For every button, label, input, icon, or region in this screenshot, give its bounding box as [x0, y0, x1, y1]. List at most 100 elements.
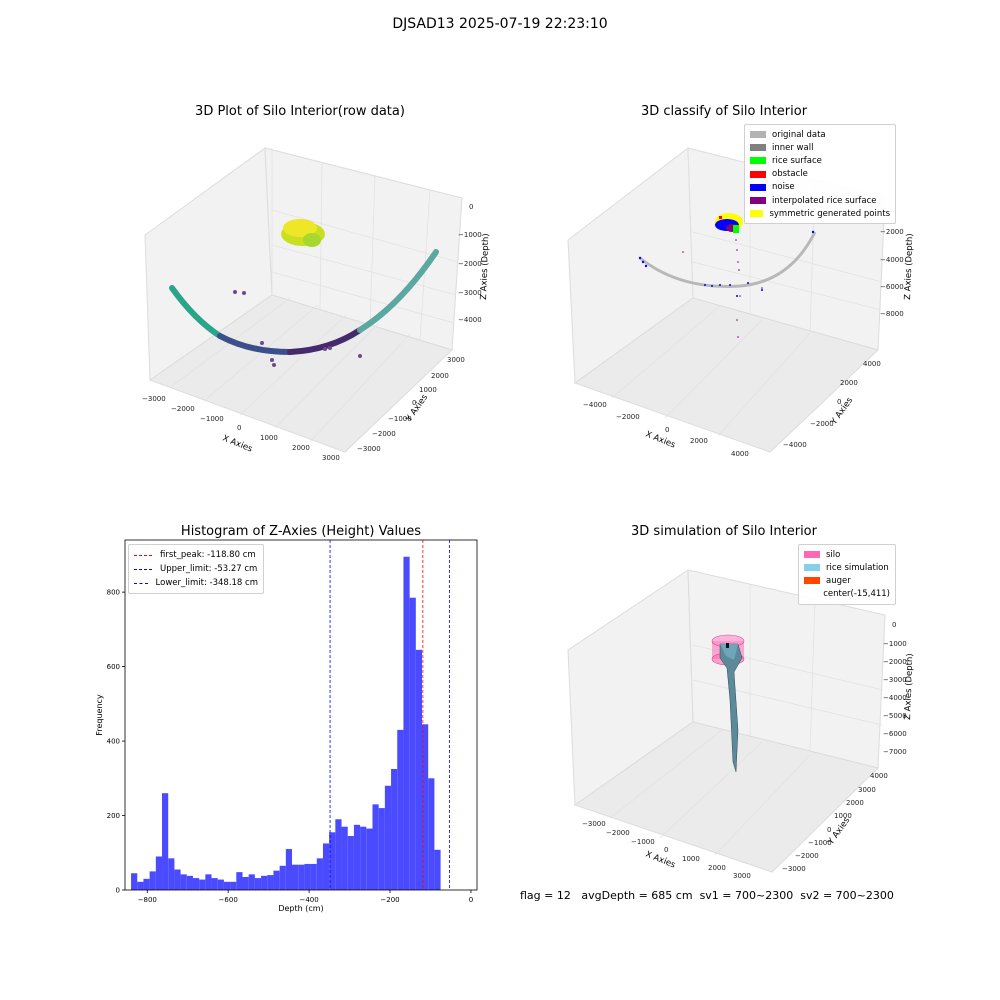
status-footer: flag = 12 avgDepth = 685 cm sv1 = 700~23… — [520, 889, 894, 902]
panel2-ytick: 2000 — [840, 379, 858, 387]
panel4-ztick: 0 — [892, 621, 896, 629]
legend-item: symmetric generated points — [750, 207, 890, 220]
x-tick-label: −400 — [299, 896, 318, 904]
histogram-bar — [168, 858, 175, 890]
legend-line — [134, 582, 148, 584]
legend-swatch — [750, 144, 766, 152]
legend-label: first_peak: -118.80 cm — [160, 550, 256, 560]
panel1-3d-plot: −3000 −2000 −1000 0 1000 2000 3000 −3000… — [142, 147, 491, 462]
histogram-bar — [217, 879, 224, 890]
histogram-bar — [149, 871, 156, 890]
histogram-bar — [322, 843, 330, 890]
panel1-xtick: −3000 — [142, 395, 166, 403]
panel1-wall-arc — [169, 249, 439, 355]
legend-item: silo — [804, 548, 890, 561]
histogram-bar — [292, 864, 299, 890]
panel2-ytick: 4000 — [863, 360, 881, 368]
legend-swatch — [750, 183, 766, 191]
panel2-floor-pane — [573, 297, 879, 453]
histogram-bar — [180, 874, 187, 890]
histogram-bar — [409, 597, 416, 890]
legend-swatch — [804, 577, 820, 585]
y-tick-label: 400 — [107, 738, 120, 746]
panel1-rice-surface — [281, 219, 325, 247]
panel4-zlabel: Z Axies (Depth) — [903, 653, 915, 720]
histogram-bar — [143, 878, 150, 890]
legend-item: inner wall — [750, 141, 890, 154]
histogram-threshold-lines — [329, 540, 450, 890]
panel1-xtick: 0 — [237, 424, 241, 432]
histogram-bar — [205, 874, 212, 890]
histogram-xticks: −800 −600 −400 −200 0 — [138, 890, 473, 904]
panel1-gridlines — [171, 148, 459, 443]
legend-swatch — [804, 551, 820, 559]
panel2-ztick: −8000 — [880, 310, 904, 318]
histogram-bar — [254, 878, 262, 890]
avg-depth-text: avgDepth = 685 cm — [581, 889, 693, 902]
histogram-bar — [174, 869, 181, 890]
panel1-ytick: −2000 — [372, 430, 396, 438]
histogram-frame — [124, 539, 478, 891]
panel4-ytick: 3000 — [858, 786, 876, 794]
legend-label: silo — [826, 549, 841, 560]
legend-item: center(-15,411) — [804, 588, 890, 601]
legend-swatch — [750, 210, 764, 218]
histogram-bar — [192, 878, 200, 890]
histogram-bar — [353, 824, 361, 890]
panel4-ytick: 0 — [827, 826, 831, 834]
histogram-legend: first_peak: -118.80 cm Upper_limit: -53.… — [128, 544, 264, 594]
panel1-xtick: −1000 — [200, 415, 224, 423]
legend-label: original data — [772, 129, 826, 140]
histogram-bar — [372, 804, 379, 890]
y-tick-label: 800 — [107, 589, 120, 597]
histogram-bar — [347, 836, 354, 890]
histogram-bar — [434, 849, 441, 890]
panel2-zlabel: Z Axies (Depth) — [903, 233, 915, 300]
panel4-ytick: 4000 — [870, 772, 888, 780]
legend-swatch — [750, 197, 766, 205]
panel4-xtick: −3000 — [582, 820, 606, 828]
panel4-3d-plot: −3000 −2000 −1000 0 1000 2000 3000 −3000… — [567, 569, 915, 880]
sv2-text: sv2 = 700~2300 — [800, 889, 894, 902]
x-tick-label: 0 — [469, 896, 473, 904]
y-tick-label: 600 — [107, 663, 120, 671]
legend-label: auger — [826, 575, 851, 586]
histogram-xlabel: Depth (cm) — [278, 904, 323, 913]
panel4-auger — [726, 643, 729, 648]
panel2-ylabel: Y Axies — [829, 395, 856, 427]
x-tick-label: −800 — [138, 896, 157, 904]
panel4-ytick: 2000 — [846, 799, 864, 807]
panel4-rice-simulation — [719, 643, 743, 773]
histogram-bar — [428, 778, 435, 890]
legend-item: rice surface — [750, 154, 890, 167]
legend-line — [134, 554, 152, 556]
histogram-bar — [242, 876, 249, 890]
panel1-ztick: −2000 — [458, 260, 482, 268]
panel1-ztick: −3000 — [458, 289, 482, 297]
panel1-ytick: −3000 — [357, 445, 381, 453]
panel4-ztick: −2000 — [883, 658, 907, 666]
histogram-bar — [329, 832, 336, 890]
panel2-interpolated-points — [682, 239, 763, 338]
panel1-xtick: 3000 — [322, 454, 340, 462]
panel1-xlabel: X Axies — [221, 434, 254, 455]
panel2-xtick: −4000 — [583, 401, 607, 409]
legend-item: interpolated rice surface — [750, 194, 890, 207]
histogram-bar — [186, 875, 193, 890]
histogram-bar — [391, 768, 398, 890]
panel4-xtick: 3000 — [733, 872, 751, 880]
histogram-bar — [273, 870, 280, 890]
panel2-xlabel: X Axies — [644, 430, 677, 451]
panel2-ytick: −4000 — [783, 441, 807, 449]
legend-swatch — [804, 564, 820, 572]
panel2-3d-plot: −4000 −2000 0 2000 4000 −4000 −2000 0 20… — [567, 147, 915, 458]
histogram-bar — [261, 875, 268, 890]
histogram-bar — [267, 875, 274, 890]
legend-item: rice simulation — [804, 561, 890, 574]
panel4-floor-pane — [573, 721, 879, 873]
histogram-bar — [403, 556, 410, 890]
legend-label: interpolated rice surface — [772, 195, 877, 206]
panel4-ztick: −3000 — [883, 676, 907, 684]
panel2-title: 3D classify of Silo Interior — [640, 104, 808, 119]
panel4-xtick: 0 — [664, 846, 668, 854]
